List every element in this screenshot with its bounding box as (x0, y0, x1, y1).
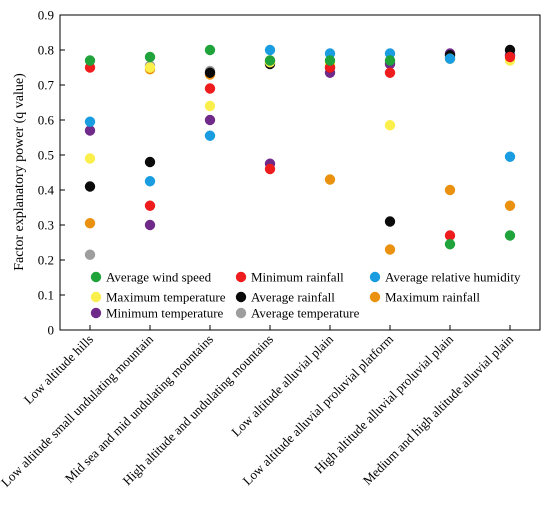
data-point (84, 153, 96, 164)
data-point (264, 55, 276, 66)
y-tick-label: 0.9 (38, 8, 54, 23)
y-tick-label: 0.3 (38, 218, 54, 233)
data-point (84, 181, 96, 192)
data-point (144, 176, 156, 187)
data-point (444, 53, 456, 64)
legend-marker (235, 307, 247, 319)
data-point (144, 51, 156, 63)
data-point (84, 116, 96, 127)
data-point (504, 200, 516, 211)
data-point (324, 174, 336, 185)
y-axis-title: Factor explanatory power (q value) (12, 73, 27, 271)
x-category-label: Low altitude alluvial plain (228, 331, 336, 439)
legend-label: Average wind speed (106, 270, 212, 285)
data-point (504, 51, 516, 63)
legend-marker (90, 307, 102, 319)
data-point (444, 239, 456, 250)
legend-marker (235, 291, 247, 303)
data-point (84, 218, 96, 229)
y-tick-label: 0.7 (38, 78, 55, 93)
legend-label: Average temperature (251, 306, 360, 321)
y-tick-label: 0.5 (38, 148, 54, 163)
legend-marker (369, 271, 381, 283)
legend-label: Maximum rainfall (385, 290, 480, 305)
data-point (144, 219, 156, 231)
legend-label: Minimum temperature (106, 306, 224, 321)
data-point (384, 67, 396, 78)
data-point (204, 100, 216, 112)
data-point (204, 130, 216, 141)
legend-label: Minimum rainfall (251, 270, 344, 285)
data-point (384, 216, 396, 227)
y-tick-label: 0.1 (38, 288, 54, 303)
legend-label: Average relative humidity (385, 270, 521, 285)
data-point (144, 200, 156, 211)
data-point (84, 249, 96, 260)
plot-area-frame (59, 14, 541, 331)
y-tick-label: 0 (48, 323, 55, 338)
y-tick-label: 0.4 (38, 183, 55, 198)
legend-label: Maximum temperature (106, 290, 226, 305)
data-point (384, 120, 396, 131)
data-point (384, 244, 396, 255)
legend-marker (369, 291, 381, 303)
data-point (84, 55, 96, 66)
legend-marker (90, 271, 102, 283)
y-tick-label: 0.8 (38, 43, 54, 58)
data-point (504, 230, 516, 241)
y-tick-label: 0.2 (38, 253, 54, 268)
data-point (144, 156, 156, 168)
legend-marker (90, 291, 102, 303)
data-point (204, 83, 216, 94)
data-point (384, 55, 396, 66)
legend-label: Average rainfall (251, 290, 335, 305)
data-point (444, 230, 456, 241)
data-point (84, 125, 96, 136)
data-point (324, 55, 336, 66)
data-point (204, 44, 216, 56)
data-point (444, 184, 456, 196)
data-point (264, 163, 276, 175)
data-point (204, 67, 216, 78)
data-point (264, 44, 276, 56)
y-tick-label: 0.6 (38, 113, 55, 128)
legend-marker (235, 271, 247, 283)
data-point (144, 62, 156, 73)
data-point (204, 114, 216, 126)
data-point (504, 151, 516, 162)
